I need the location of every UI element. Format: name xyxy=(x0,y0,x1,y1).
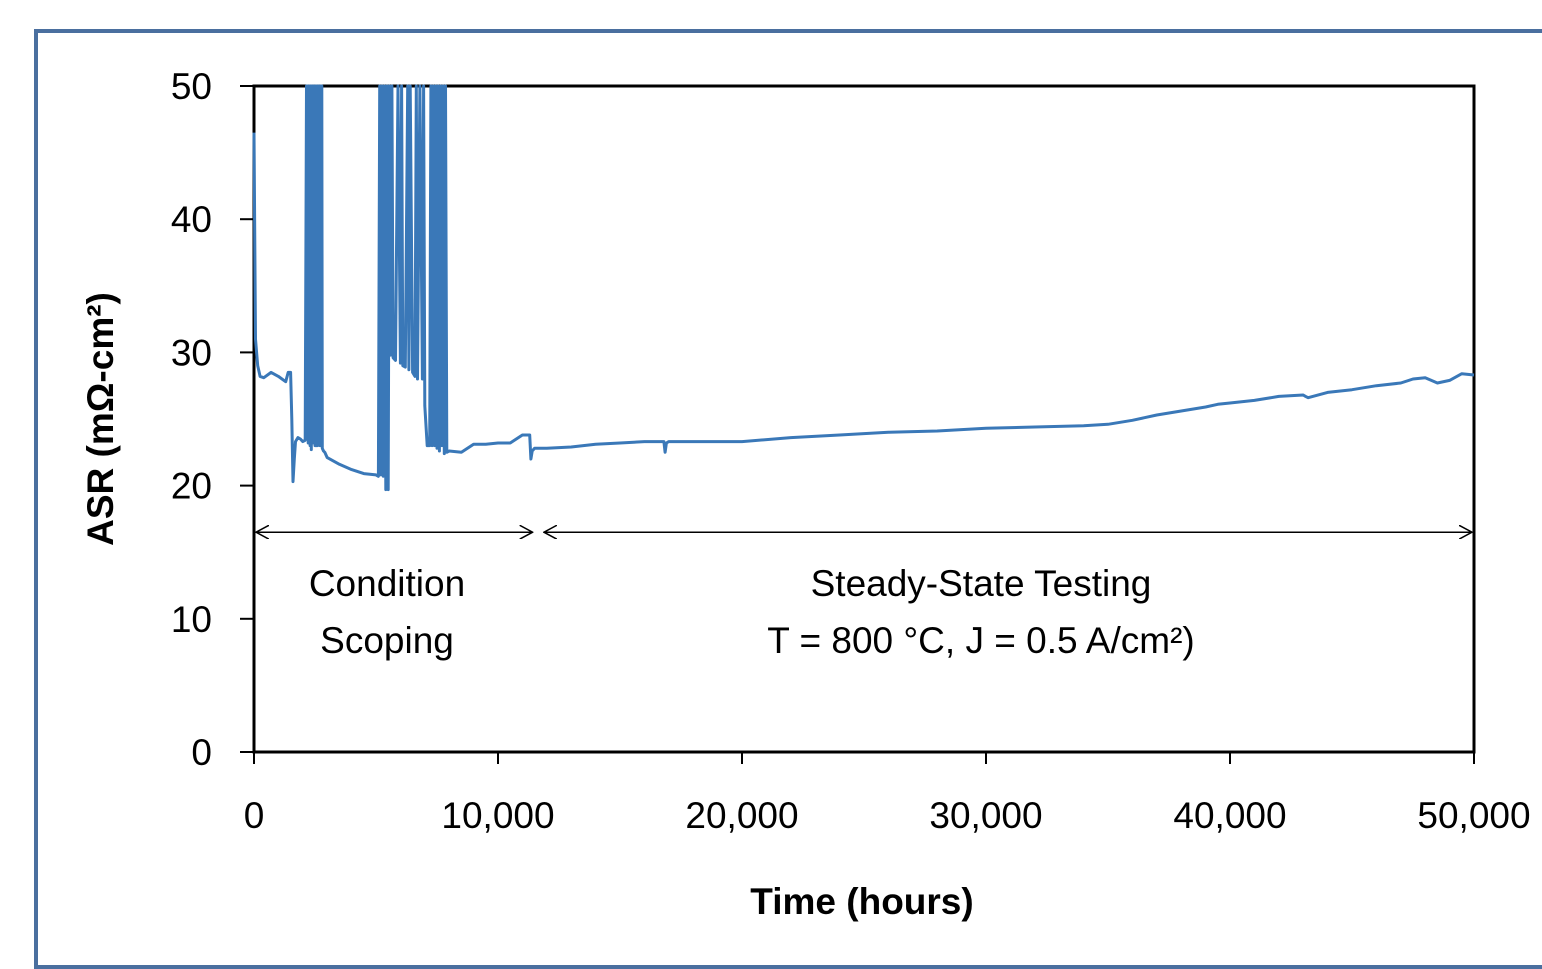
x-tick-label: 50,000 xyxy=(1417,795,1530,836)
condition-scoping-label-line1: Condition xyxy=(309,563,465,604)
plot-area-border xyxy=(252,84,1476,754)
y-tick-label: 10 xyxy=(171,599,212,640)
x-tick-label: 10,000 xyxy=(441,795,554,836)
x-tick-label: 0 xyxy=(244,795,265,836)
asr-series-line xyxy=(252,84,1475,492)
y-tick-label: 0 xyxy=(191,732,212,773)
x-tick-label: 30,000 xyxy=(929,795,1042,836)
asr-chart: 0 10,000 20,000 30,000 40,000 50,000 0 10 20 30 4… xyxy=(80,66,1531,922)
steady-state-label-line2: T = 800 °C, J = 0.5 A/cm²) xyxy=(767,620,1194,661)
y-tick-label: 40 xyxy=(171,199,212,240)
y-tick-label: 50 xyxy=(171,66,212,107)
y-tick-label: 30 xyxy=(171,332,212,373)
x-axis: 0 10,000 20,000 30,000 40,000 50,000 xyxy=(244,752,1531,836)
y-axis-title: ASR (mΩ-cm²) xyxy=(80,292,121,546)
x-axis-title: Time (hours) xyxy=(750,881,973,922)
x-tick-label: 40,000 xyxy=(1173,795,1286,836)
steady-state-label-line1: Steady-State Testing xyxy=(811,563,1152,604)
y-axis: 0 10 20 30 40 50 xyxy=(171,66,254,773)
condition-scoping-label-line2: Scoping xyxy=(320,620,454,661)
y-tick-label: 20 xyxy=(171,466,212,507)
x-tick-label: 20,000 xyxy=(685,795,798,836)
